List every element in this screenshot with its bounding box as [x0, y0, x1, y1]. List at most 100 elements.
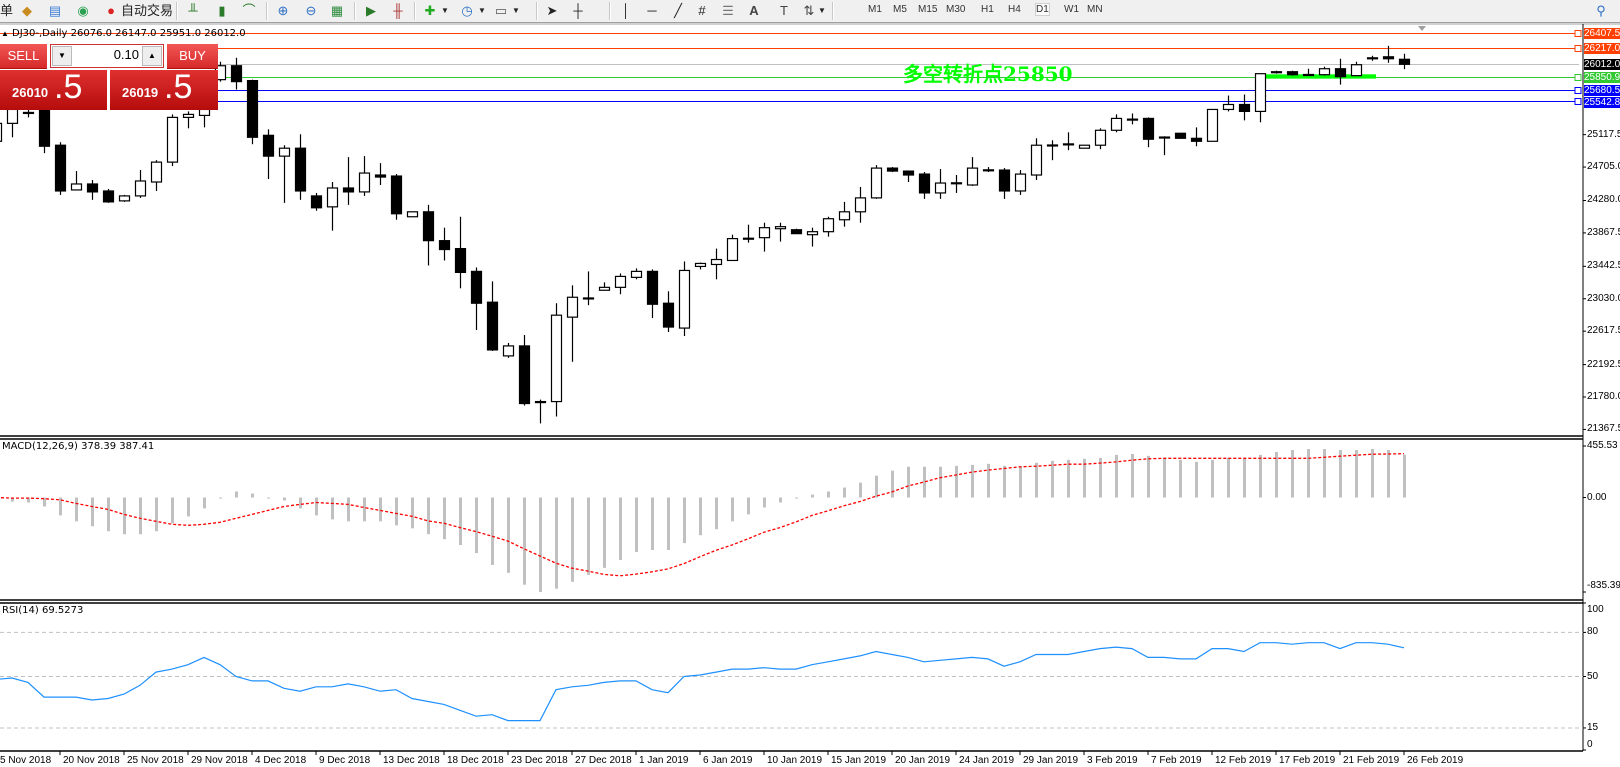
- channels-icon[interactable]: ☰: [722, 3, 734, 18]
- candle: [1094, 128, 1107, 150]
- lot-value[interactable]: 0.10: [113, 47, 139, 62]
- candle: [534, 399, 547, 424]
- lot-decrease-icon[interactable]: ▼: [52, 46, 72, 66]
- bar-chart-icon[interactable]: ╨: [188, 3, 198, 18]
- macd-histogram-bar: [747, 497, 750, 515]
- macd-histogram-bar: [1259, 454, 1262, 498]
- new-order-icon[interactable]: ◆: [22, 3, 32, 18]
- search-icon[interactable]: ⚲: [1596, 3, 1606, 18]
- price-tick-label: 24705.0: [1587, 161, 1620, 173]
- text-icon[interactable]: A: [749, 3, 759, 18]
- tile-windows-icon[interactable]: ▦: [330, 3, 344, 18]
- zoom-out-icon[interactable]: ⊖: [305, 3, 317, 18]
- sell-price-box[interactable]: 26010 .5: [0, 68, 107, 110]
- lot-increase-icon[interactable]: ▲: [142, 46, 162, 66]
- candle-body-bullish: [198, 108, 211, 117]
- macd-histogram-bar: [699, 497, 702, 536]
- cursor-icon[interactable]: ➤: [546, 3, 558, 18]
- date-tick-label: 1 Jan 2019: [639, 755, 689, 766]
- timeframe-m15[interactable]: M15: [918, 4, 938, 15]
- price-tick-label: 22617.5: [1587, 325, 1620, 337]
- candle-body-bullish: [582, 297, 595, 300]
- chart-shift-icon[interactable]: ╫: [393, 3, 403, 18]
- zoom-in-icon[interactable]: ⊕: [277, 3, 289, 18]
- macd-histogram-bar: [763, 497, 766, 508]
- candle: [630, 268, 643, 280]
- horizontal-line-icon[interactable]: ─: [647, 3, 657, 18]
- buy-button[interactable]: BUY: [167, 44, 218, 69]
- timeframe-mn[interactable]: MN: [1087, 4, 1103, 15]
- candle: [294, 134, 307, 200]
- auto-scroll-icon[interactable]: ▶: [366, 3, 376, 18]
- text-label-icon[interactable]: T: [780, 3, 788, 18]
- candle-body-bullish: [1302, 73, 1315, 77]
- candle: [774, 222, 787, 242]
- vertical-line-icon[interactable]: │: [621, 3, 631, 18]
- candle-body-bearish: [390, 175, 403, 215]
- macd-histogram-bar: [459, 497, 462, 546]
- line-handle: [1574, 74, 1582, 81]
- candle-body-bullish: [150, 161, 163, 183]
- auto-trade-button[interactable]: 自动交易: [121, 3, 174, 18]
- timeframe-m5[interactable]: M5: [893, 4, 907, 15]
- templates-icon[interactable]: ▭: [494, 3, 508, 18]
- market-watch-icon[interactable]: ▤: [48, 3, 62, 18]
- trendline-icon[interactable]: ╱: [674, 3, 682, 18]
- candle: [70, 171, 83, 191]
- new-chart-icon[interactable]: ✚: [424, 3, 436, 18]
- candle: [438, 227, 451, 261]
- candle-body-bullish: [1318, 68, 1331, 76]
- price-tick-label: 23030.0: [1587, 292, 1620, 304]
- macd-histogram-bar: [107, 497, 110, 532]
- arrows-icon[interactable]: ⇅: [803, 3, 815, 18]
- toolbar-fragment[interactable]: 单: [0, 3, 14, 18]
- dropdown-arrow-icon[interactable]: ▼: [441, 6, 449, 15]
- timeframe-h4[interactable]: H4: [1008, 4, 1021, 15]
- candle: [998, 168, 1011, 199]
- crosshair-icon[interactable]: ┼: [573, 3, 583, 18]
- fibonacci-icon[interactable]: #: [698, 3, 706, 18]
- timeframe-w1[interactable]: W1: [1064, 4, 1079, 15]
- dropdown-arrow-icon[interactable]: ▼: [512, 6, 520, 15]
- line-chart-icon[interactable]: ⌒: [242, 3, 256, 18]
- timeframe-m1[interactable]: M1: [868, 4, 882, 15]
- candle-body-bearish: [86, 183, 99, 193]
- macd-histogram-bar: [203, 497, 206, 509]
- candlestick-icon[interactable]: ▮: [218, 3, 226, 18]
- macd-histogram-bar: [891, 470, 894, 498]
- candle-body-bearish: [1334, 68, 1347, 78]
- signals-icon[interactable]: ◉: [77, 3, 89, 18]
- buy-price-box[interactable]: 26019 .5: [110, 68, 218, 110]
- timeframe-m30[interactable]: M30: [946, 4, 966, 15]
- rsi-tick-label: 15: [1587, 721, 1599, 733]
- periods-clock-icon[interactable]: ◷: [461, 3, 473, 18]
- macd-histogram-bar: [571, 497, 574, 582]
- date-tick-label: 5 Nov 2018: [0, 755, 52, 766]
- auto-trading-icon[interactable]: ●: [107, 3, 115, 18]
- candle: [1366, 55, 1379, 61]
- candle-body-bullish: [1254, 73, 1267, 113]
- macd-histogram-bar: [1035, 462, 1038, 498]
- toolbar-separator: [414, 2, 416, 20]
- candle: [230, 57, 243, 90]
- lot-size-field[interactable]: ▼ 0.10 ▲: [50, 44, 164, 68]
- candle: [694, 262, 707, 270]
- pivot-annotation[interactable]: 多空转折点25850: [903, 62, 1073, 86]
- timeframe-h1[interactable]: H1: [981, 4, 994, 15]
- candle: [1222, 95, 1235, 112]
- candle-body-bullish: [934, 182, 947, 194]
- candle-body-bullish: [1270, 71, 1283, 74]
- date-tick-label: 25 Nov 2018: [127, 755, 184, 766]
- sell-button[interactable]: SELL: [0, 44, 47, 69]
- candle-body-bullish: [966, 167, 979, 186]
- date-tick-label: 24 Jan 2019: [959, 755, 1015, 766]
- macd-histogram-bar: [843, 487, 846, 498]
- collapse-arrow-icon[interactable]: ▲: [1, 29, 9, 38]
- dropdown-arrow-icon[interactable]: ▼: [478, 6, 486, 15]
- date-tick-label: 4 Dec 2018: [255, 755, 307, 766]
- dropdown-arrow-icon[interactable]: ▼: [818, 6, 826, 15]
- candle: [374, 163, 387, 185]
- date-tick-label: 20 Nov 2018: [63, 755, 120, 766]
- timeframe-d1[interactable]: D1: [1035, 3, 1050, 16]
